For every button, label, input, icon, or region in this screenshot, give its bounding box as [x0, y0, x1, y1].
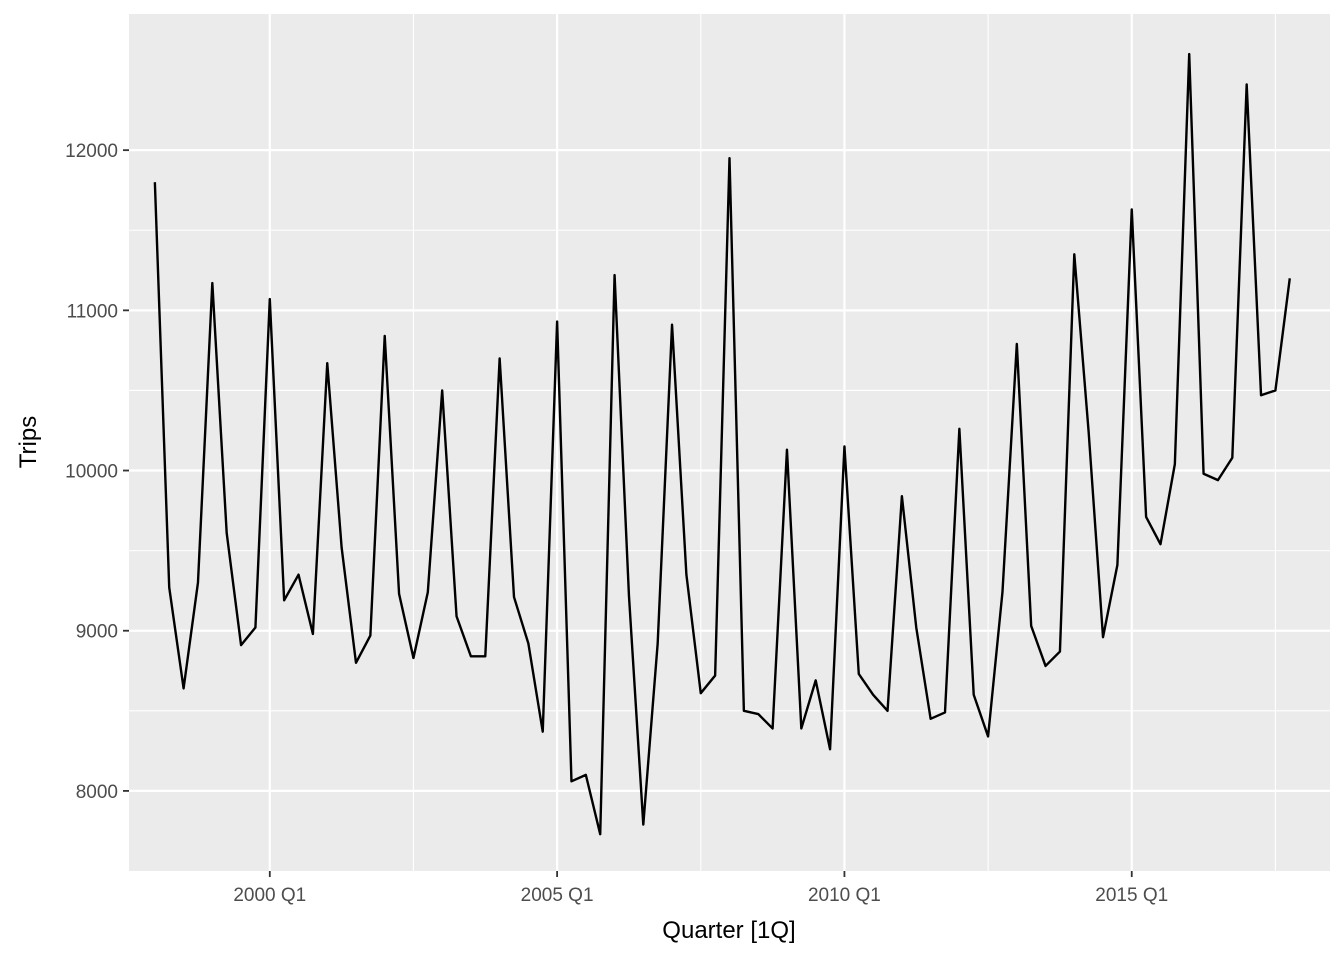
y-axis-title: Trips — [15, 416, 42, 468]
panel-background — [129, 14, 1330, 871]
series-line — [153, 52, 1291, 836]
y-tick-label: 8000 — [76, 782, 118, 803]
y-tick-label: 12000 — [65, 141, 118, 162]
series-layer — [153, 52, 1291, 836]
y-tick-label: 9000 — [76, 622, 118, 643]
x-tick-label: 2010 Q1 — [808, 885, 881, 906]
x-tick-label: 2005 Q1 — [521, 885, 594, 906]
x-axis-title: Quarter [1Q] — [662, 917, 795, 944]
x-tick-label: 2000 Q1 — [233, 885, 306, 906]
x-tick-label: 2015 Q1 — [1095, 885, 1168, 906]
y-tick-label: 11000 — [67, 301, 118, 322]
major-gridlines — [129, 14, 1330, 871]
y-tick-label: 10000 — [65, 462, 118, 483]
x-axis: 2000 Q1 2005 Q1 2010 Q1 2015 Q1 — [233, 871, 1168, 906]
y-axis: 8000 9000 10000 11000 12000 — [65, 141, 129, 803]
